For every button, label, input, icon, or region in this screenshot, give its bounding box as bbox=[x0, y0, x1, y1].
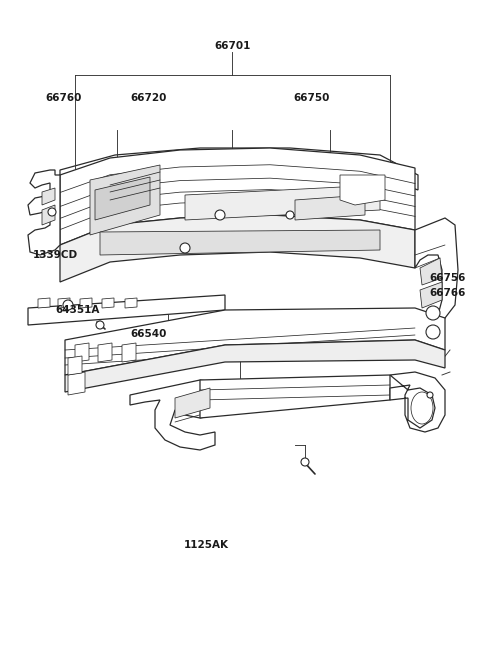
Polygon shape bbox=[200, 375, 390, 418]
Circle shape bbox=[63, 300, 73, 310]
Text: 1125AK: 1125AK bbox=[184, 540, 229, 550]
Circle shape bbox=[96, 321, 104, 329]
Polygon shape bbox=[175, 388, 210, 418]
Text: 64351A: 64351A bbox=[55, 305, 99, 315]
Text: 66766: 66766 bbox=[430, 288, 466, 298]
Polygon shape bbox=[390, 372, 445, 432]
Polygon shape bbox=[122, 343, 136, 362]
Circle shape bbox=[286, 211, 294, 219]
Ellipse shape bbox=[411, 392, 433, 424]
Polygon shape bbox=[28, 170, 60, 255]
Polygon shape bbox=[60, 148, 415, 245]
Circle shape bbox=[426, 325, 440, 339]
Polygon shape bbox=[65, 308, 445, 375]
Polygon shape bbox=[58, 298, 70, 308]
Polygon shape bbox=[68, 356, 82, 375]
Polygon shape bbox=[68, 372, 85, 395]
Polygon shape bbox=[102, 298, 114, 308]
Polygon shape bbox=[130, 380, 215, 450]
Text: 66701: 66701 bbox=[215, 41, 251, 51]
Circle shape bbox=[48, 208, 56, 216]
Text: 66540: 66540 bbox=[131, 329, 167, 339]
Text: 66720: 66720 bbox=[131, 93, 167, 103]
Polygon shape bbox=[295, 195, 365, 220]
Polygon shape bbox=[60, 215, 415, 282]
Polygon shape bbox=[65, 340, 445, 392]
Polygon shape bbox=[98, 343, 112, 362]
Circle shape bbox=[301, 458, 309, 466]
Polygon shape bbox=[60, 148, 418, 200]
Polygon shape bbox=[420, 282, 442, 308]
Polygon shape bbox=[90, 165, 160, 235]
Circle shape bbox=[427, 392, 433, 398]
Polygon shape bbox=[100, 230, 380, 255]
Polygon shape bbox=[75, 343, 89, 362]
Polygon shape bbox=[80, 298, 92, 308]
Circle shape bbox=[215, 210, 225, 220]
Polygon shape bbox=[185, 185, 380, 220]
Polygon shape bbox=[38, 298, 50, 308]
Polygon shape bbox=[42, 205, 55, 225]
Text: 1339CD: 1339CD bbox=[33, 250, 78, 261]
Polygon shape bbox=[125, 298, 137, 308]
Text: 66750: 66750 bbox=[294, 93, 330, 103]
Polygon shape bbox=[340, 175, 385, 205]
Circle shape bbox=[426, 306, 440, 320]
Polygon shape bbox=[28, 295, 225, 325]
Polygon shape bbox=[95, 177, 150, 220]
Polygon shape bbox=[408, 218, 458, 345]
Polygon shape bbox=[420, 258, 442, 285]
Text: 66760: 66760 bbox=[46, 93, 82, 103]
Circle shape bbox=[180, 243, 190, 253]
Polygon shape bbox=[42, 188, 55, 205]
Text: 66756: 66756 bbox=[430, 273, 466, 284]
